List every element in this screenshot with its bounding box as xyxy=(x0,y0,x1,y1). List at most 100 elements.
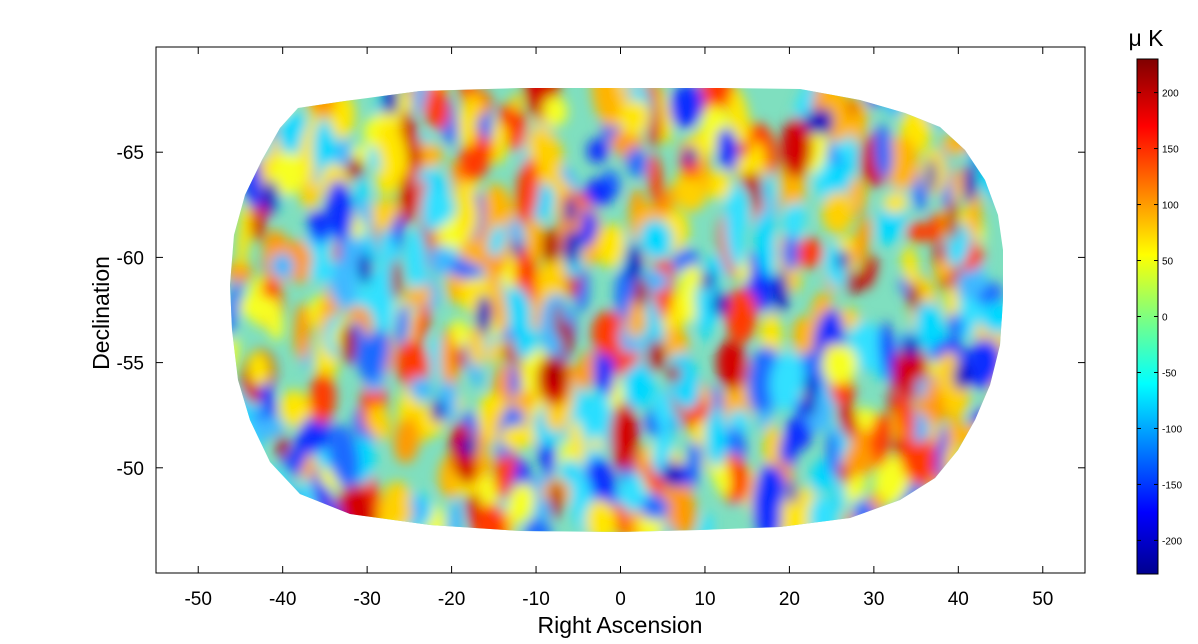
y-axis-title: Declination xyxy=(88,256,114,370)
noise-accent xyxy=(947,200,959,241)
noise-blob xyxy=(626,147,647,178)
noise-blob xyxy=(412,88,429,116)
noise-blob xyxy=(456,190,479,240)
noise-blob xyxy=(329,93,356,139)
noise-blob xyxy=(807,495,837,532)
noise-blob xyxy=(487,339,503,365)
noise-accent xyxy=(476,294,492,336)
noise-accent xyxy=(460,437,478,456)
noise-blob xyxy=(524,212,545,262)
noise-accent xyxy=(561,320,574,358)
noise-blob xyxy=(569,419,585,466)
noise-blob xyxy=(353,288,376,311)
noise-blob xyxy=(327,424,360,489)
noise-blob xyxy=(294,302,311,361)
noise-blob xyxy=(248,201,265,242)
noise-accent xyxy=(712,291,729,317)
noise-blob xyxy=(404,281,432,307)
noise-blob xyxy=(325,179,354,242)
cb-tick-label-1: 150 xyxy=(1162,145,1179,156)
noise-blob xyxy=(792,316,814,358)
noise-blob xyxy=(669,88,704,128)
noise-accent xyxy=(927,158,937,193)
noise-blob xyxy=(651,425,673,476)
noise-blob xyxy=(503,285,532,337)
noise-blob xyxy=(706,170,732,200)
noise-blob xyxy=(236,205,252,270)
noise-blob xyxy=(861,254,877,290)
noise-accent xyxy=(953,363,971,390)
y-tick-label-0: -65 xyxy=(117,143,144,164)
noise-blob xyxy=(980,302,1003,334)
noise-blob xyxy=(902,245,919,288)
x-tick-label-2: -30 xyxy=(353,589,380,610)
y-tick-label-1: -60 xyxy=(117,248,144,269)
noise-blob xyxy=(508,218,525,251)
noise-blob xyxy=(367,404,391,441)
noise-blob xyxy=(264,296,284,341)
x-axis-title: Right Ascension xyxy=(538,612,703,638)
noise-blob xyxy=(480,111,493,141)
noise-blob xyxy=(250,416,285,439)
noise-blob xyxy=(826,429,840,477)
cb-tick-label-0: 200 xyxy=(1162,89,1179,100)
noise-accent xyxy=(846,270,861,295)
cb-tick-label-5: -50 xyxy=(1162,368,1177,379)
noise-blob xyxy=(468,325,486,367)
noise-blob xyxy=(409,376,433,401)
noise-accent xyxy=(346,158,364,180)
y-tick-label-3: -50 xyxy=(117,459,144,480)
noise-accent xyxy=(550,480,563,520)
noise-accent xyxy=(626,243,642,282)
noise-blob xyxy=(896,386,916,438)
cb-tick-label-2: 100 xyxy=(1162,201,1179,212)
cb-tick-label-8: -200 xyxy=(1162,536,1182,547)
cb-tick-label-7: -150 xyxy=(1162,480,1182,491)
noise-blob xyxy=(309,258,336,283)
noise-blob xyxy=(698,88,734,121)
noise-blob xyxy=(842,445,876,476)
noise-blob xyxy=(395,303,411,346)
noise-blob xyxy=(780,117,813,178)
noise-blob xyxy=(372,266,396,332)
noise-blob xyxy=(393,418,419,464)
noise-accent xyxy=(634,278,649,308)
noise-blob xyxy=(619,99,650,137)
noise-blob xyxy=(870,412,891,467)
noise-blob xyxy=(300,178,321,210)
noise-blob xyxy=(906,222,933,243)
noise-blob xyxy=(423,88,450,131)
x-tick-label-10: 50 xyxy=(1032,589,1053,610)
noise-blob xyxy=(661,470,697,532)
noise-blob xyxy=(938,351,958,376)
noise-accent xyxy=(262,180,279,215)
cb-tick-label-3: 50 xyxy=(1162,257,1174,268)
noise-blob xyxy=(527,125,551,160)
noise-blob xyxy=(653,389,675,432)
noise-blob xyxy=(358,197,373,230)
noise-accent xyxy=(804,373,816,418)
noise-blob xyxy=(413,304,431,344)
noise-accent xyxy=(774,270,789,313)
noise-blob xyxy=(716,339,748,391)
noise-blob xyxy=(810,458,834,493)
noise-blob xyxy=(591,311,626,356)
noise-accent xyxy=(563,229,580,266)
noise-blob xyxy=(377,122,401,183)
noise-blob xyxy=(514,325,538,359)
noise-blob xyxy=(451,318,470,351)
noise-blob xyxy=(500,425,533,450)
noise-accent xyxy=(701,270,715,291)
noise-blob xyxy=(398,171,416,226)
noise-blob xyxy=(498,103,515,128)
noise-blob xyxy=(648,153,664,209)
y-tick-label-2: -55 xyxy=(117,354,144,375)
noise-blob xyxy=(782,234,799,272)
noise-blob xyxy=(486,266,508,333)
x-tick-label-5: 0 xyxy=(615,589,626,610)
noise-blob xyxy=(821,191,855,234)
noise-accent xyxy=(646,340,666,373)
noise-blob xyxy=(536,256,570,305)
noise-accent xyxy=(340,323,356,365)
noise-blob xyxy=(515,158,539,225)
